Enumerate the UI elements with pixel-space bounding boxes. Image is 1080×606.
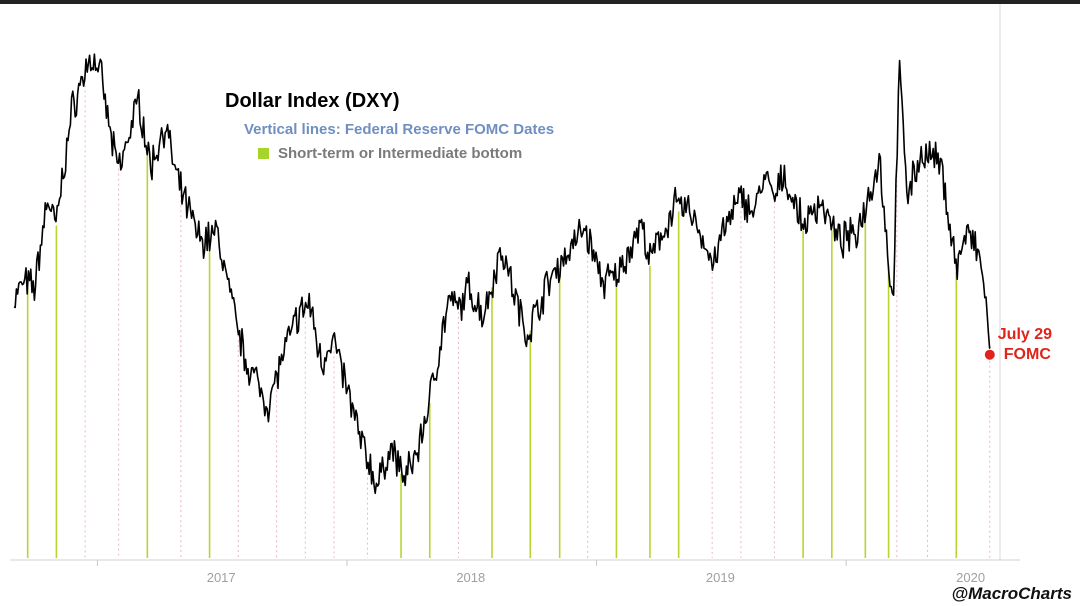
- x-tick-label: 2020: [956, 570, 986, 585]
- chart-subtitle: Vertical lines: Federal Reserve FOMC Dat…: [244, 121, 555, 138]
- x-tick-label: 2017: [206, 570, 236, 585]
- top-bar: [0, 0, 1080, 4]
- fomc-lines: [26, 75, 991, 558]
- annotation-fomc-label: FOMC: [1003, 345, 1051, 363]
- legend-label: Short-term or Intermediate bottom: [278, 145, 523, 162]
- annotation-date-label: July 29: [997, 325, 1053, 343]
- x-tick-label: 2019: [705, 570, 735, 585]
- chart-title: Dollar Index (DXY): [225, 90, 400, 112]
- x-axis-ticks: [96, 560, 847, 566]
- legend: Short-term or Intermediate bottom: [258, 145, 522, 162]
- dxy-series-line: [13, 53, 991, 495]
- x-tick-label: 2018: [456, 570, 486, 585]
- july29-marker: [984, 349, 995, 360]
- watermark: @MacroCharts: [951, 584, 1073, 603]
- legend-swatch: [258, 148, 269, 159]
